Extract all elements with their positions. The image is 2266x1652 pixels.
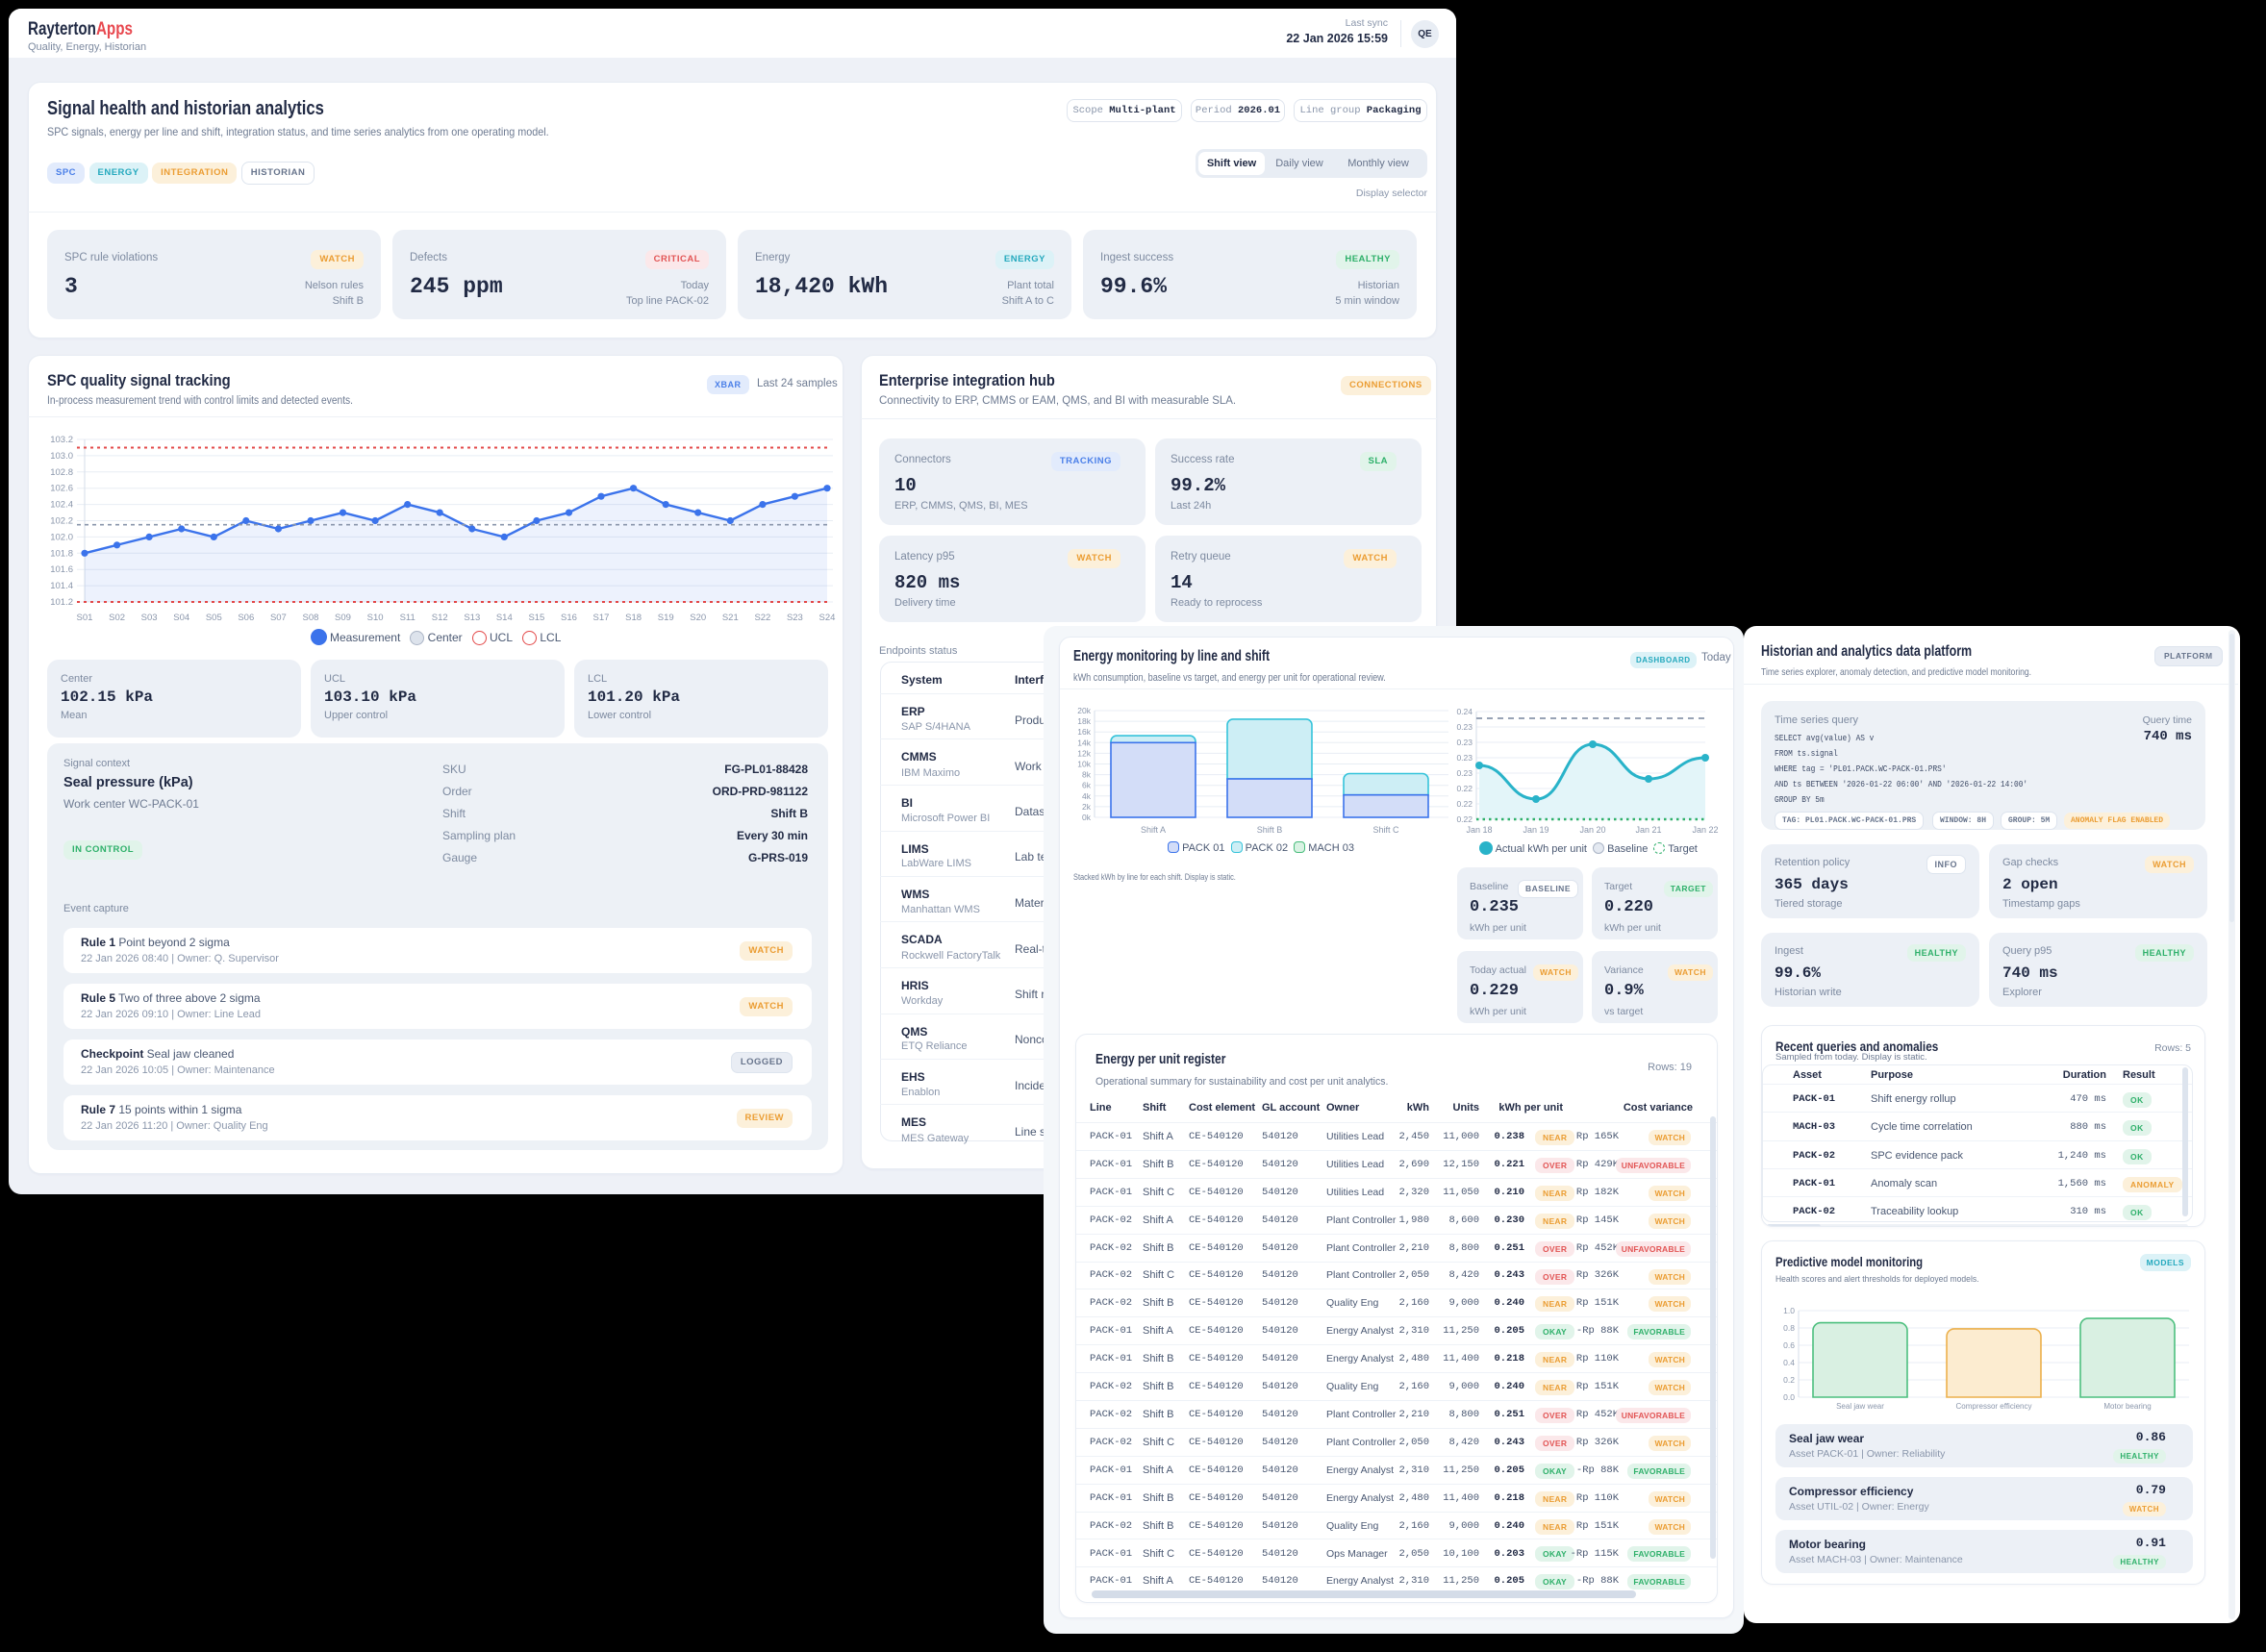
svg-text:S14: S14 bbox=[496, 613, 513, 623]
svg-text:10k: 10k bbox=[1077, 760, 1091, 769]
svg-text:S21: S21 bbox=[722, 613, 739, 623]
svg-text:S18: S18 bbox=[625, 613, 642, 623]
svg-text:0.24: 0.24 bbox=[1456, 707, 1473, 716]
svg-text:S15: S15 bbox=[528, 613, 544, 623]
svg-text:0.22: 0.22 bbox=[1456, 784, 1473, 793]
svg-text:102.4: 102.4 bbox=[50, 500, 73, 511]
svg-text:S16: S16 bbox=[561, 613, 577, 623]
svg-text:101.8: 101.8 bbox=[50, 548, 73, 559]
svg-text:S03: S03 bbox=[141, 613, 158, 623]
svg-text:S11: S11 bbox=[400, 613, 415, 623]
svg-text:S12: S12 bbox=[432, 613, 448, 623]
svg-text:S19: S19 bbox=[658, 613, 674, 623]
svg-text:2k: 2k bbox=[1082, 802, 1092, 812]
svg-text:Shift B: Shift B bbox=[1257, 825, 1283, 835]
svg-text:12k: 12k bbox=[1077, 748, 1091, 758]
svg-text:Jan 21: Jan 21 bbox=[1635, 825, 1661, 835]
svg-text:103.2: 103.2 bbox=[50, 435, 73, 445]
svg-text:0.23: 0.23 bbox=[1456, 722, 1473, 732]
svg-text:0.8: 0.8 bbox=[1783, 1323, 1795, 1333]
svg-text:14k: 14k bbox=[1077, 738, 1091, 747]
svg-text:0.22: 0.22 bbox=[1456, 799, 1473, 809]
svg-text:6k: 6k bbox=[1082, 781, 1092, 790]
svg-text:Shift A: Shift A bbox=[1141, 825, 1166, 835]
svg-text:S08: S08 bbox=[303, 613, 319, 623]
svg-text:103.0: 103.0 bbox=[50, 451, 73, 462]
svg-text:0.23: 0.23 bbox=[1456, 768, 1473, 778]
svg-text:0.23: 0.23 bbox=[1456, 738, 1473, 747]
svg-text:102.8: 102.8 bbox=[50, 467, 73, 478]
svg-text:S22: S22 bbox=[754, 613, 770, 623]
svg-text:0.22: 0.22 bbox=[1456, 814, 1473, 824]
svg-text:Motor bearing: Motor bearing bbox=[2103, 1402, 2151, 1411]
svg-text:S04: S04 bbox=[173, 613, 189, 623]
svg-text:S05: S05 bbox=[206, 613, 222, 623]
svg-text:S09: S09 bbox=[335, 613, 351, 623]
svg-text:0.0: 0.0 bbox=[1783, 1392, 1795, 1402]
svg-text:Jan 18: Jan 18 bbox=[1466, 825, 1492, 835]
svg-text:Jan 22: Jan 22 bbox=[1692, 825, 1718, 835]
svg-text:S06: S06 bbox=[238, 613, 254, 623]
svg-text:S17: S17 bbox=[593, 613, 610, 623]
svg-text:16k: 16k bbox=[1077, 727, 1091, 737]
svg-text:102.0: 102.0 bbox=[50, 532, 73, 542]
svg-text:S07: S07 bbox=[270, 613, 287, 623]
svg-text:S10: S10 bbox=[367, 613, 384, 623]
svg-text:8k: 8k bbox=[1082, 770, 1092, 780]
svg-text:0.4: 0.4 bbox=[1783, 1358, 1795, 1367]
svg-text:101.4: 101.4 bbox=[50, 581, 73, 591]
svg-text:0.2: 0.2 bbox=[1783, 1375, 1795, 1385]
svg-text:Jan 20: Jan 20 bbox=[1579, 825, 1605, 835]
svg-text:Shift C: Shift C bbox=[1372, 825, 1399, 835]
svg-text:102.2: 102.2 bbox=[50, 516, 73, 527]
svg-text:4k: 4k bbox=[1082, 791, 1092, 801]
svg-text:S24: S24 bbox=[819, 613, 836, 623]
svg-text:S01: S01 bbox=[77, 613, 93, 623]
svg-text:101.6: 101.6 bbox=[50, 564, 73, 575]
svg-text:Jan 19: Jan 19 bbox=[1523, 825, 1548, 835]
svg-text:Seal jaw wear: Seal jaw wear bbox=[1836, 1402, 1884, 1411]
svg-text:0.23: 0.23 bbox=[1456, 753, 1473, 763]
svg-text:S23: S23 bbox=[787, 613, 803, 623]
svg-text:S20: S20 bbox=[690, 613, 706, 623]
svg-text:1.0: 1.0 bbox=[1783, 1306, 1795, 1315]
svg-text:18k: 18k bbox=[1077, 716, 1091, 726]
svg-text:102.6: 102.6 bbox=[50, 484, 73, 494]
svg-text:0.6: 0.6 bbox=[1783, 1340, 1795, 1350]
svg-text:S13: S13 bbox=[464, 613, 480, 623]
svg-text:101.2: 101.2 bbox=[50, 597, 73, 608]
svg-text:0k: 0k bbox=[1082, 813, 1092, 822]
svg-text:20k: 20k bbox=[1077, 706, 1091, 715]
svg-text:S02: S02 bbox=[109, 613, 125, 623]
svg-text:Compressor efficiency: Compressor efficiency bbox=[1956, 1402, 2032, 1411]
